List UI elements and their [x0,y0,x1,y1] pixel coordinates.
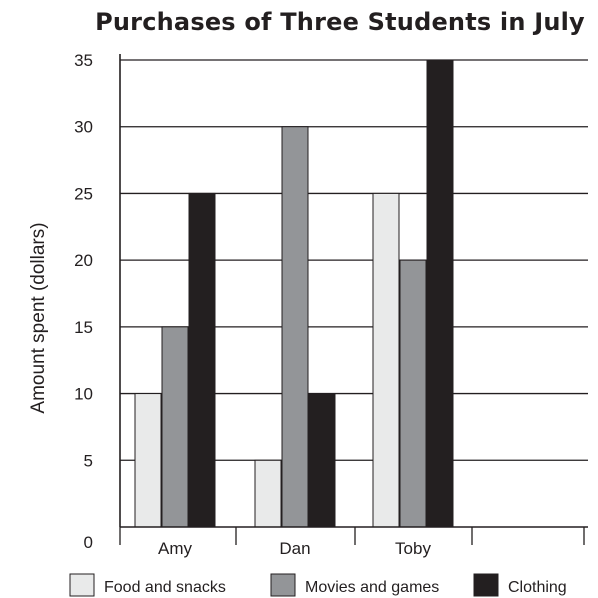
bar-movies-and-games-toby [399,259,427,528]
category-label-amy: Amy [158,539,193,558]
y-tick-label: 25 [74,184,93,203]
bar-clothing-toby [426,59,454,528]
legend-swatch [270,573,296,597]
legend-label: Food and snacks [104,579,226,596]
bar-clothing-amy [188,192,216,528]
bar-food-and-snacks-dan [254,459,282,528]
legend-label: Clothing [508,579,567,596]
legend-swatch [473,573,499,597]
category-label-toby: Toby [395,539,431,558]
legend: Food and snacks Movies and games Clothing [69,573,567,597]
legend-label: Movies and games [305,579,439,596]
y-axis-label: Amount spent (dollars) [28,222,49,413]
y-tick-label: 5 [84,451,93,470]
y-tick-label: 15 [74,318,93,337]
y-tick-label: 10 [74,385,93,404]
bar-clothing-dan [308,393,336,528]
category-label-dan: Dan [279,539,310,558]
y-tick-label: 35 [74,51,93,70]
bar-movies-and-games-dan [281,126,309,528]
y-tick-label: 20 [74,251,93,270]
legend-swatch [69,573,95,597]
bar-movies-and-games-amy [161,326,189,528]
y-tick-label: 30 [74,118,93,137]
y-tick-label: 0 [84,533,93,552]
bar-food-and-snacks-amy [134,393,162,528]
bar-food-and-snacks-toby [372,192,400,528]
chart-title: Purchases of Three Students in July [95,8,585,36]
